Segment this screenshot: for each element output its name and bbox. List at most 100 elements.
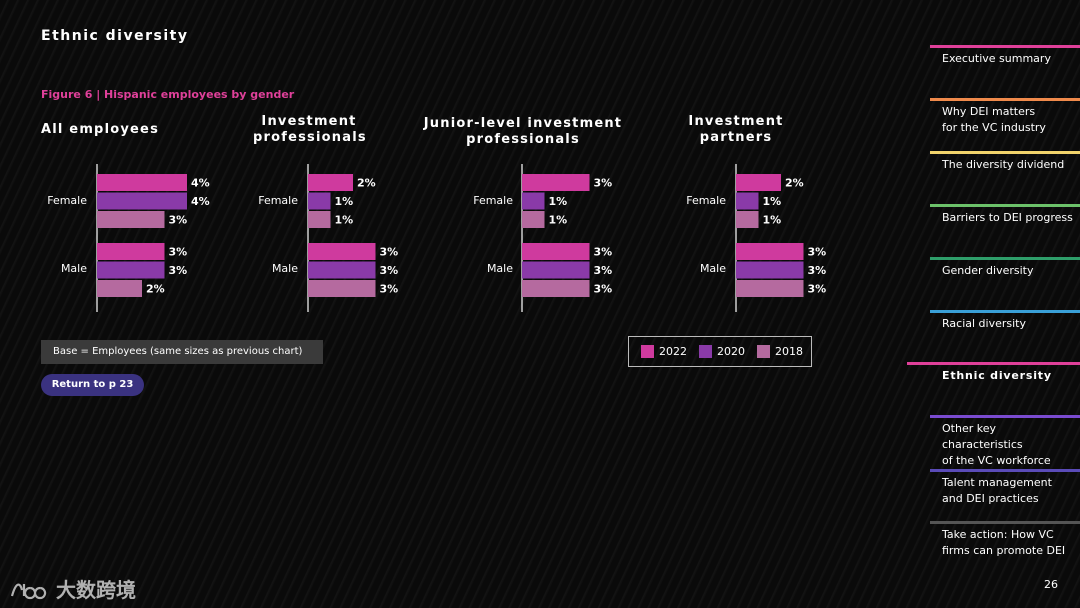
nav-label: The diversity dividend bbox=[942, 158, 1065, 171]
nav-label: Take action: How VC firms can promote DE… bbox=[942, 528, 1066, 557]
bar-male-2022 bbox=[736, 243, 804, 260]
data-label: 1% bbox=[549, 214, 568, 227]
legend-label: 2022 bbox=[659, 345, 687, 358]
category-label-male: Male bbox=[271, 262, 298, 275]
category-label-female: Female bbox=[47, 194, 87, 207]
chart-title: Investment partners bbox=[688, 114, 784, 145]
nav-item-ethnic-diversity[interactable]: Ethnic diversity bbox=[907, 362, 1080, 384]
data-label: 3% bbox=[380, 264, 399, 277]
nav-item-take-action[interactable]: Take action: How VC firms can promote DE… bbox=[930, 521, 1080, 559]
data-label: 4% bbox=[191, 177, 210, 190]
bar-female-2020 bbox=[97, 192, 187, 210]
nav-label: Why DEI matters for the VC industry bbox=[942, 105, 1046, 134]
chart-all-employees: All employees Female Male 4% 4% 3% 3% 3% 2% bbox=[41, 112, 241, 322]
bar-male-2020 bbox=[522, 261, 590, 279]
data-label: 3% bbox=[808, 264, 827, 277]
legend-label: 2020 bbox=[717, 345, 745, 358]
nav-label: Racial diversity bbox=[942, 317, 1026, 330]
bar-female-2020 bbox=[308, 192, 331, 210]
data-label: 3% bbox=[380, 283, 399, 296]
data-label: 1% bbox=[335, 214, 354, 227]
nav-label: Barriers to DEI progress bbox=[942, 211, 1073, 224]
bar-male-2018 bbox=[736, 280, 804, 297]
bar-female-2018 bbox=[97, 211, 165, 228]
base-note: Base = Employees (same sizes as previous… bbox=[41, 340, 323, 364]
bar-male-2022 bbox=[522, 243, 590, 260]
legend-item-2022: 2022 bbox=[641, 345, 687, 358]
nav-item-racial-diversity[interactable]: Racial diversity bbox=[930, 310, 1080, 332]
chart-junior-level: Junior-level investment professionals Fe… bbox=[420, 112, 660, 322]
return-button[interactable]: Return to p 23 bbox=[41, 374, 144, 396]
bar-female-2022 bbox=[97, 174, 187, 191]
nav-rule bbox=[930, 521, 1080, 524]
nav-label: Executive summary bbox=[942, 52, 1051, 65]
nav-item-other-characteristics[interactable]: Other key characteristics of the VC work… bbox=[930, 415, 1080, 469]
data-label: 4% bbox=[191, 195, 210, 208]
nav-item-diversity-dividend[interactable]: The diversity dividend bbox=[930, 151, 1080, 173]
nav-rule bbox=[930, 469, 1080, 472]
category-label-female: Female bbox=[686, 194, 726, 207]
chart-title: Investment professionals bbox=[253, 114, 367, 145]
bar-female-2022 bbox=[736, 174, 781, 191]
data-label: 3% bbox=[594, 283, 613, 296]
legend-item-2018: 2018 bbox=[757, 345, 803, 358]
section-title: Ethnic diversity bbox=[41, 28, 189, 44]
chart-title: Junior-level investment professionals bbox=[423, 116, 623, 147]
bar-male-2018 bbox=[522, 280, 590, 297]
category-label-male: Male bbox=[699, 262, 726, 275]
chart-investment-professionals: Investment professionals Female Male 2% 1… bbox=[253, 112, 453, 322]
nav-rule bbox=[930, 415, 1080, 418]
data-label: 2% bbox=[785, 177, 804, 190]
bar-chart-junior-level: 3% 1% 1% 3% 3% 3% bbox=[521, 164, 613, 312]
bar-female-2018 bbox=[308, 211, 331, 228]
data-label: 3% bbox=[808, 246, 827, 259]
legend-label: 2018 bbox=[775, 345, 803, 358]
bar-chart-all-employees: 4%4%3%3%3%2% bbox=[96, 164, 210, 312]
data-label: 3% bbox=[380, 246, 399, 259]
category-label-male: Male bbox=[60, 262, 87, 275]
legend-swatch-2020 bbox=[699, 345, 712, 358]
data-label: 3% bbox=[594, 246, 613, 259]
bar-male-2022 bbox=[308, 243, 376, 260]
data-label: 1% bbox=[335, 195, 354, 208]
bar-male-2018 bbox=[97, 280, 142, 297]
nav-item-why-dei-matters[interactable]: Why DEI matters for the VC industry bbox=[930, 98, 1080, 136]
bar-male-2020 bbox=[308, 261, 376, 279]
category-label-female: Female bbox=[258, 194, 298, 207]
nav-label: Talent management and DEI practices bbox=[942, 476, 1052, 505]
bar-male-2018 bbox=[308, 280, 376, 297]
page-number: 26 bbox=[1044, 578, 1058, 591]
nav-label: Gender diversity bbox=[942, 264, 1034, 277]
data-label: 1% bbox=[549, 195, 568, 208]
legend-item-2020: 2020 bbox=[699, 345, 745, 358]
legend-swatch-2022 bbox=[641, 345, 654, 358]
chart-investment-partners: Investment partners Female Male 2% 1% 1% 3%… bbox=[675, 112, 875, 322]
nav-rule bbox=[930, 257, 1080, 260]
bar-female-2018 bbox=[522, 211, 545, 228]
data-label: 3% bbox=[169, 214, 188, 227]
data-label: 1% bbox=[763, 195, 782, 208]
bar-chart-investment-partners: 2%1%1%3%3%3% bbox=[735, 164, 827, 312]
data-label: 2% bbox=[357, 177, 376, 190]
data-label: 3% bbox=[808, 283, 827, 296]
watermark-text: 大数跨境 bbox=[56, 578, 136, 602]
bar-female-2020 bbox=[522, 192, 545, 210]
nav-rule bbox=[930, 310, 1080, 313]
data-label: 3% bbox=[169, 246, 188, 259]
bar-female-2018 bbox=[736, 211, 759, 228]
watermark: 大数跨境 bbox=[10, 574, 136, 603]
nav-label: Ethnic diversity bbox=[942, 369, 1052, 382]
nav-item-talent-management[interactable]: Talent management and DEI practices bbox=[930, 469, 1080, 507]
legend-swatch-2018 bbox=[757, 345, 770, 358]
data-label: 3% bbox=[169, 264, 188, 277]
bar-male-2020 bbox=[736, 261, 804, 279]
data-label: 2% bbox=[146, 283, 165, 296]
data-label: 1% bbox=[763, 214, 782, 227]
category-label-male: Male bbox=[486, 262, 513, 275]
bar-male-2020 bbox=[97, 261, 165, 279]
nav-item-executive-summary[interactable]: Executive summary bbox=[930, 45, 1080, 67]
nav-rule bbox=[907, 362, 1080, 365]
nav-item-gender-diversity[interactable]: Gender diversity bbox=[930, 257, 1080, 279]
data-label: 3% bbox=[594, 264, 613, 277]
nav-item-barriers[interactable]: Barriers to DEI progress bbox=[930, 204, 1080, 226]
